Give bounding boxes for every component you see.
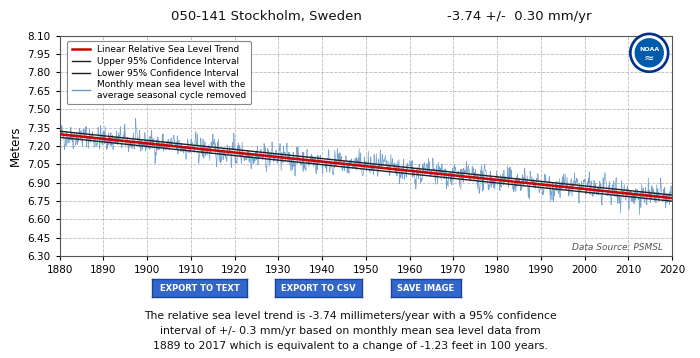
Text: EXPORT TO TEXT: EXPORT TO TEXT: [160, 284, 239, 293]
Text: NOAA: NOAA: [639, 47, 659, 52]
Circle shape: [636, 39, 663, 67]
Circle shape: [630, 33, 668, 72]
Text: EXPORT TO CSV: EXPORT TO CSV: [281, 284, 356, 293]
Legend: Linear Relative Sea Level Trend, Upper 95% Confidence Interval, Lower 95% Confid: Linear Relative Sea Level Trend, Upper 9…: [67, 41, 251, 104]
Text: 050-141 Stockholm, Sweden: 050-141 Stockholm, Sweden: [171, 10, 361, 23]
Y-axis label: Meters: Meters: [8, 126, 22, 166]
Circle shape: [632, 36, 666, 70]
Text: ≈: ≈: [644, 52, 654, 64]
Text: The relative sea level trend is -3.74 millimeters/year with a 95% confidence
int: The relative sea level trend is -3.74 mi…: [144, 311, 556, 351]
Text: SAVE IMAGE: SAVE IMAGE: [397, 284, 454, 293]
Text: Data Source: PSMSL: Data Source: PSMSL: [572, 243, 663, 252]
Text: -3.74 +/-  0.30 mm/yr: -3.74 +/- 0.30 mm/yr: [430, 10, 592, 23]
